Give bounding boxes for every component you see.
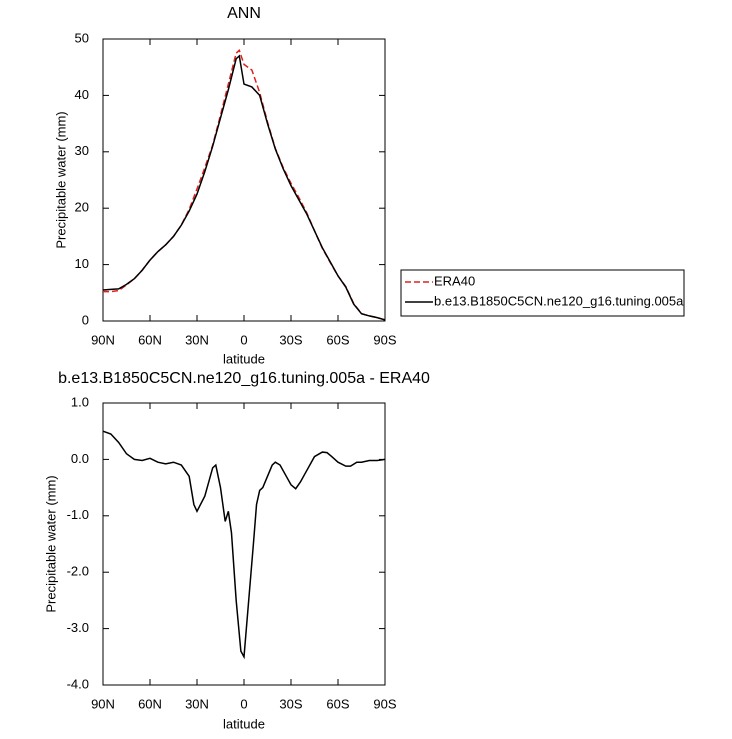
y-tick-label: 0 [82,312,89,327]
y-axis-label: Precipitable water (mm) [53,111,68,248]
x-tick-label: 30N [185,332,209,347]
x-axis-label: latitude [223,351,265,366]
y-tick-label: 20 [75,200,89,215]
y-tick-label: 50 [75,30,89,45]
y-tick-label: 0.0 [71,451,89,466]
y-tick-label: -1.0 [67,507,89,522]
y-axis-label: Precipitable water (mm) [43,475,58,612]
data-line [102,54,386,321]
y-tick-label: 40 [75,87,89,102]
y-tick-label: 1.0 [71,394,89,409]
x-tick-label: 60S [326,332,349,347]
x-tick-label: 60N [138,696,162,711]
legend-label: b.e13.B1850C5CN.ne120_g16.tuning.005a [434,293,684,308]
x-tick-label: 90N [91,332,115,347]
y-tick-label: 30 [75,143,89,158]
y-tick-label: -4.0 [67,676,89,691]
x-axis-label: latitude [223,716,265,731]
y-tick-label: -3.0 [67,620,89,635]
plot-frame [102,38,386,322]
chart-title: b.e13.B1850C5CN.ne120_g16.tuning.005a - … [58,370,430,387]
x-tick-label: 30N [185,696,209,711]
x-tick-label: 0 [240,332,247,347]
x-tick-label: 60S [326,696,349,711]
x-tick-label: 90N [91,696,115,711]
x-tick-label: 30S [279,696,302,711]
x-tick-label: 60N [138,332,162,347]
plot-frame [102,402,386,686]
legend-box [400,269,685,317]
chart-title: ANN [227,5,261,22]
x-tick-label: 30S [279,332,302,347]
y-tick-label: 10 [75,256,89,271]
data-line [103,48,386,321]
x-tick-label: 0 [240,696,247,711]
legend-label: ERA40 [434,273,475,288]
x-tick-label: 90S [373,332,396,347]
y-tick-label: -2.0 [67,564,89,579]
x-tick-label: 90S [373,696,396,711]
data-line [102,430,386,660]
